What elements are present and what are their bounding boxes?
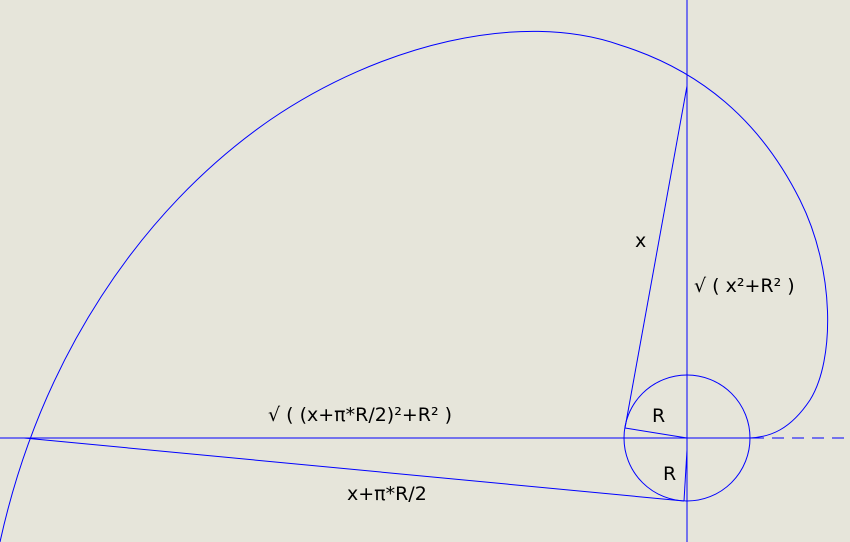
label-x: x: [635, 230, 646, 252]
tangent-segment-long: [23, 437, 685, 502]
label-r-lower: R: [663, 463, 676, 485]
label-sqrt-x2-r2: √ ( x²+R² ): [694, 275, 795, 297]
involute-curve: [0, 30, 829, 542]
radius-segment-upper: [624, 427, 688, 439]
label-sqrt-long: √ ( (x+π*R/2)²+R² ): [268, 404, 452, 426]
tangent-segment-x: [624, 85, 688, 429]
label-x-plus-pi-r-half: x+π*R/2: [347, 483, 427, 505]
radius-segment-lower: [683, 449, 688, 502]
label-r-upper: R: [652, 405, 665, 427]
